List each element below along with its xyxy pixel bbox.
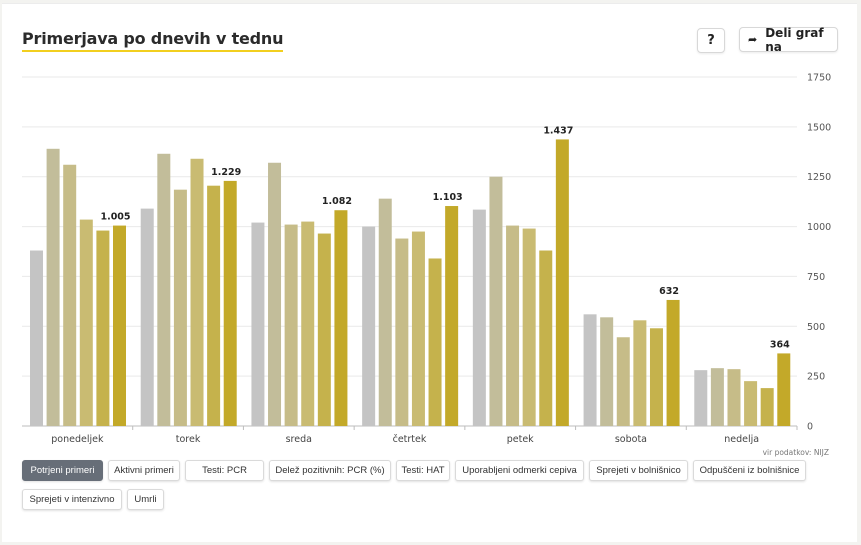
tab-delež-pozitivnih-pcr[interactable]: Delež pozitivnih: PCR (%) — [269, 460, 391, 481]
y-tick-label: 0 — [807, 422, 813, 433]
help-button[interactable]: ? — [697, 28, 725, 53]
bar — [633, 320, 647, 426]
bar — [666, 299, 680, 426]
bar — [378, 198, 392, 426]
tab-sprejeti-v-intenzivno[interactable]: Sprejeti v intenzivno — [22, 489, 122, 510]
bar — [506, 225, 520, 426]
x-tick-label: torek — [176, 434, 201, 445]
bar — [411, 231, 425, 426]
bar — [445, 206, 459, 426]
source-note: vir podatkov: NIJZ — [762, 448, 829, 457]
bar — [173, 189, 187, 426]
x-tick-label: sobota — [615, 434, 647, 445]
bar — [744, 381, 758, 426]
data-label: 1.437 — [543, 125, 573, 136]
tab-odpuščeni-iz-bolnišnice[interactable]: Odpuščeni iz bolnišnice — [693, 460, 806, 481]
tab-umrli[interactable]: Umrli — [127, 489, 164, 510]
bar — [649, 328, 663, 426]
bar — [472, 209, 486, 426]
y-tick-label: 1500 — [807, 122, 831, 133]
bar — [600, 317, 614, 426]
tab-uporabljeni-odmerki-cepiva[interactable]: Uporabljeni odmerki cepiva — [455, 460, 584, 481]
bar — [760, 388, 774, 426]
bar — [555, 139, 569, 426]
bar — [113, 225, 126, 426]
bar — [362, 226, 376, 426]
data-label: 1.005 — [100, 212, 130, 223]
bar — [522, 228, 536, 426]
y-tick-label: 1250 — [807, 172, 831, 183]
x-tick-label: petek — [507, 434, 534, 445]
bar — [284, 224, 298, 426]
tab-aktivni-primeri[interactable]: Aktivni primeri — [108, 460, 180, 481]
bar — [317, 233, 331, 426]
bar — [539, 250, 553, 426]
share-button-label: Deli graf na — [765, 25, 824, 54]
bar — [268, 162, 282, 427]
y-tick-label: 1000 — [807, 222, 831, 233]
bar — [616, 337, 630, 426]
bar — [30, 250, 43, 426]
bar — [251, 222, 265, 426]
bar — [79, 219, 93, 426]
share-arrow-icon: ➦ — [748, 33, 758, 46]
y-tick-label: 750 — [807, 272, 825, 283]
tab-testi-hat[interactable]: Testi: HAT — [396, 460, 450, 481]
data-label: 1.103 — [433, 192, 463, 203]
bar — [489, 176, 503, 426]
tab-potrjeni-primeri[interactable]: Potrjeni primeri — [22, 460, 103, 481]
tab-sprejeti-v-bolnišnico[interactable]: Sprejeti v bolnišnico — [589, 460, 688, 481]
bar — [428, 258, 442, 426]
bar — [395, 238, 409, 426]
y-tick-label: 1750 — [807, 73, 831, 84]
page-title: Primerjava po dnevih v tednu — [22, 29, 284, 52]
bar — [777, 353, 791, 426]
bar — [63, 164, 77, 426]
bar — [207, 185, 221, 426]
share-button[interactable]: ➦ Deli graf na — [739, 25, 838, 54]
bar — [140, 208, 154, 426]
x-tick-label: četrtek — [393, 434, 427, 445]
bar — [710, 368, 724, 426]
y-tick-label: 500 — [807, 322, 825, 333]
x-tick-label: ponedeljek — [51, 434, 104, 445]
bar — [157, 153, 171, 426]
data-label: 1.229 — [211, 167, 241, 178]
bar — [190, 158, 204, 426]
bar — [96, 230, 110, 426]
data-label: 1.082 — [322, 196, 352, 207]
bar — [583, 314, 597, 426]
tab-testi-pcr[interactable]: Testi: PCR — [185, 460, 264, 481]
bar — [223, 180, 237, 426]
data-label: 364 — [770, 339, 790, 350]
bar — [727, 369, 741, 426]
bar — [301, 221, 315, 426]
bar — [694, 370, 708, 426]
x-tick-label: nedelja — [724, 434, 759, 445]
bar — [334, 210, 348, 426]
data-label: 632 — [659, 286, 679, 297]
y-tick-label: 250 — [807, 372, 825, 383]
bar — [46, 148, 60, 426]
x-tick-label: sreda — [286, 434, 312, 445]
